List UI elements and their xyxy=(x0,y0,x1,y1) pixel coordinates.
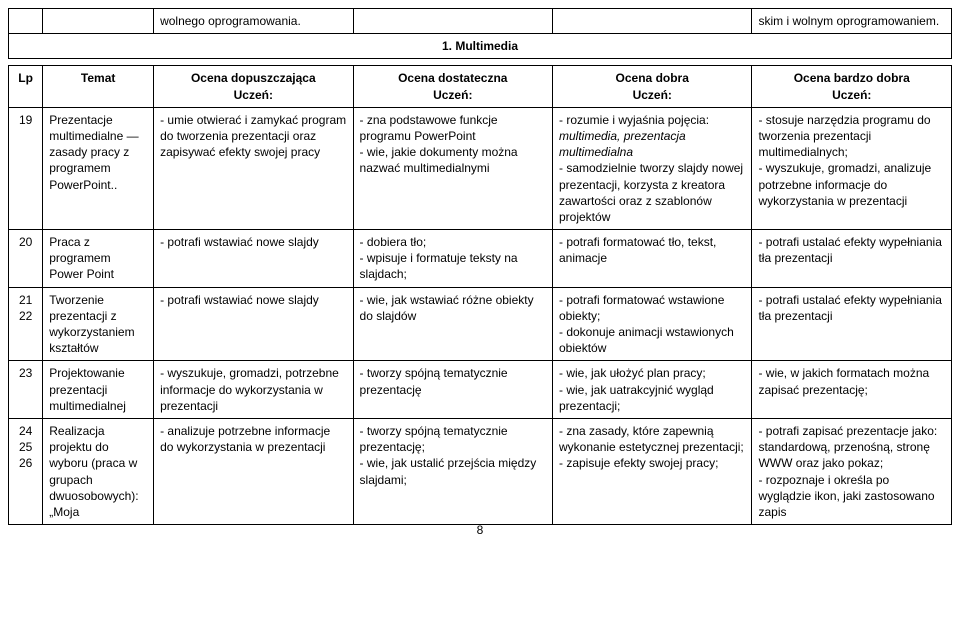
cell-c2: - tworzy spójną tematycznie prezentację xyxy=(353,361,552,419)
table-row: 2122 Tworzenie prezentacji z wykorzystan… xyxy=(9,287,952,361)
cell-c3: - rozumie i wyjaśnia pojęcia: multimedia… xyxy=(553,107,752,229)
cell-temat: Tworzenie prezentacji z wykorzystaniem k… xyxy=(43,287,154,361)
frag-cell-4 xyxy=(353,9,552,34)
cell-c3: - potrafi formatować wstawione obiekty;-… xyxy=(553,287,752,361)
top-fragment-table: wolnego oprogramowania. skim i wolnym op… xyxy=(8,8,952,59)
frag-cell-2 xyxy=(43,9,154,34)
hdr-g4: Ocena bardzo dobraUczeń: xyxy=(752,66,952,107)
hdr-g3: Ocena dobraUczeń: xyxy=(553,66,752,107)
cell-c2: - tworzy spójną tematycznie prezentację;… xyxy=(353,418,552,524)
cell-temat: Realizacja projektu do wyboru (praca w g… xyxy=(43,418,154,524)
cell-c4: - potrafi zapisać prezentacje jako: stan… xyxy=(752,418,952,524)
page-number: 8 xyxy=(8,523,952,537)
cell-temat: Prezentacje multimedialne — zasady pracy… xyxy=(43,107,154,229)
cell-lp: 242526 xyxy=(9,418,43,524)
header-row: Lp Temat Ocena dopuszczającaUczeń: Ocena… xyxy=(9,66,952,107)
cell-c4: - potrafi ustalać efekty wypełniania tła… xyxy=(752,230,952,288)
cell-c1: - potrafi wstawiać nowe slajdy xyxy=(154,287,353,361)
cell-c1: - wyszukuje, gromadzi, potrzebne informa… xyxy=(154,361,353,419)
cell-temat: Projektowanie prezentacji multimedialnej xyxy=(43,361,154,419)
table-row: 23 Projektowanie prezentacji multimedial… xyxy=(9,361,952,419)
cell-c3: - potrafi formatować tło, tekst, animacj… xyxy=(553,230,752,288)
cell-lp: 23 xyxy=(9,361,43,419)
frag-cell-1 xyxy=(9,9,43,34)
hdr-lp: Lp xyxy=(9,66,43,107)
cell-c4: - stosuje narzędzia programu do tworzeni… xyxy=(752,107,952,229)
cell-c4: - potrafi ustalać efekty wypełniania tła… xyxy=(752,287,952,361)
frag-cell-5 xyxy=(553,9,752,34)
frag-cell-3: wolnego oprogramowania. xyxy=(154,9,353,34)
section-header-row: 1. Multimedia xyxy=(9,34,952,59)
cell-c3: - wie, jak ułożyć plan pracy;- wie, jak … xyxy=(553,361,752,419)
cell-c2: - wie, jak wstawiać różne obiekty do sla… xyxy=(353,287,552,361)
top-row-fragment: wolnego oprogramowania. skim i wolnym op… xyxy=(9,9,952,34)
hdr-g2: Ocena dostatecznaUczeń: xyxy=(353,66,552,107)
cell-c4: - wie, w jakich formatach można zapisać … xyxy=(752,361,952,419)
hdr-temat: Temat xyxy=(43,66,154,107)
cell-lp: 2122 xyxy=(9,287,43,361)
cell-c1: - umie otwierać i zamykać program do two… xyxy=(154,107,353,229)
cell-c2: - zna podstawowe funkcje programu PowerP… xyxy=(353,107,552,229)
table-row: 242526 Realizacja projektu do wyboru (pr… xyxy=(9,418,952,524)
frag-cell-6: skim i wolnym oprogramowaniem. xyxy=(752,9,952,34)
cell-c1: - potrafi wstawiać nowe slajdy xyxy=(154,230,353,288)
cell-c1: - analizuje potrzebne informacje do wyko… xyxy=(154,418,353,524)
table-row: 19 Prezentacje multimedialne — zasady pr… xyxy=(9,107,952,229)
cell-c3: - zna zasady, które zapewnią wykonanie e… xyxy=(553,418,752,524)
hdr-g1: Ocena dopuszczającaUczeń: xyxy=(154,66,353,107)
table-row: 20 Praca z programem Power Point - potra… xyxy=(9,230,952,288)
section-title: 1. Multimedia xyxy=(9,34,952,59)
main-table: Lp Temat Ocena dopuszczającaUczeń: Ocena… xyxy=(8,65,952,525)
cell-lp: 20 xyxy=(9,230,43,288)
cell-temat: Praca z programem Power Point xyxy=(43,230,154,288)
cell-c2: - dobiera tło;- wpisuje i formatuje teks… xyxy=(353,230,552,288)
cell-lp: 19 xyxy=(9,107,43,229)
